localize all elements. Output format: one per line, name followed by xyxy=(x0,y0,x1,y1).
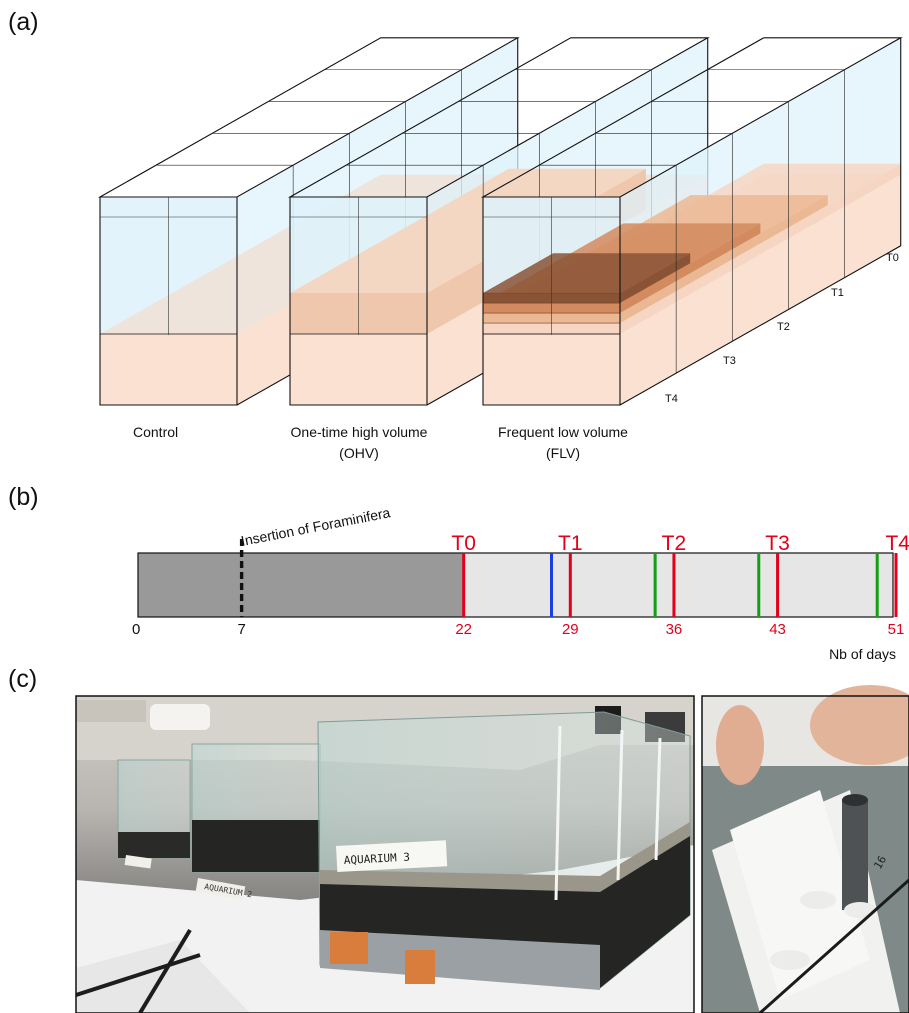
tank-label-ohv-abbrev: (OHV) xyxy=(339,445,379,461)
timeline-axis-label: Nb of days xyxy=(829,646,896,662)
tank-label-flv: Frequent low volume xyxy=(498,424,628,440)
section-label-t3: T3 xyxy=(723,355,736,367)
insertion-label: Insertion of Foraminifera xyxy=(240,504,392,549)
panel-b-label: (b) xyxy=(8,483,39,511)
tank-sediment-front xyxy=(290,334,427,405)
day-tick-label: 43 xyxy=(769,621,786,638)
day-tick-label: 29 xyxy=(562,621,579,638)
tank-label-ohv: One-time high volume xyxy=(291,424,428,440)
day-tick-label: 51 xyxy=(888,621,905,638)
section-label-t0: T0 xyxy=(886,252,899,264)
sampling-label: T1 xyxy=(558,532,583,555)
day-tick-label: 36 xyxy=(666,621,683,638)
tank-flv xyxy=(480,37,903,406)
timeline-frame xyxy=(137,552,894,618)
tank-label-flv-abbrev: (FLV) xyxy=(546,445,580,461)
timeline-acclimation-period xyxy=(138,553,464,617)
timeline-experiment-period xyxy=(463,553,893,617)
flv-layer-side xyxy=(620,163,901,334)
photo-sampling: 16 xyxy=(701,685,909,1013)
section-label-t1: T1 xyxy=(831,287,844,299)
tank-sediment-side xyxy=(620,174,901,405)
day-tick-label: 0 xyxy=(132,621,140,638)
panel-c-label: (c) xyxy=(8,665,37,693)
day-tick-label: 22 xyxy=(455,621,472,638)
tank-sediment-front xyxy=(100,334,237,405)
tank-label-control: Control xyxy=(133,424,178,440)
flv-layer-side xyxy=(620,223,761,313)
flv-layer-side xyxy=(620,195,828,323)
sampling-label: T4 xyxy=(885,532,909,555)
flv-layer-top xyxy=(483,253,691,293)
photo-label-16: 16 xyxy=(871,854,889,872)
sampling-label: T2 xyxy=(662,532,687,555)
sampling-label: T0 xyxy=(451,532,476,555)
panel-a-label: (a) xyxy=(8,8,39,36)
sampling-label: T3 xyxy=(765,532,790,555)
section-label-t4: T4 xyxy=(665,393,678,405)
timeline: T0 T1 T2 T3 T4 0 7 22 29 36 43 51 xyxy=(132,532,909,638)
tank-side-edge xyxy=(619,37,902,406)
section-label-t2: T2 xyxy=(777,321,790,333)
day-tick-label: 7 xyxy=(237,621,245,638)
aquarium-schematics xyxy=(97,37,903,406)
photo-label-aquarium-3: AQUARIUM 3 xyxy=(343,851,410,867)
flv-layer-side xyxy=(620,253,691,303)
tank-sediment-front xyxy=(483,334,620,405)
photo-aquariums: AQUARIUM 2 AQUARIUM 3 xyxy=(75,695,695,1013)
